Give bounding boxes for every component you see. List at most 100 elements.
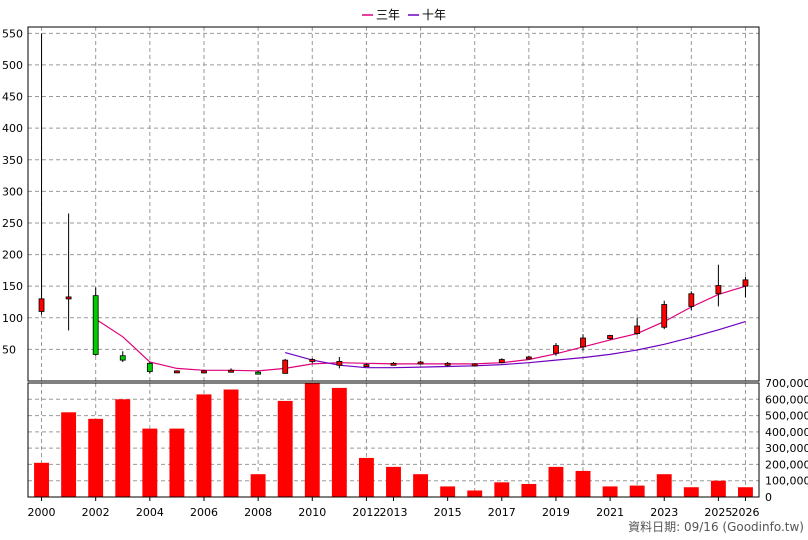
candle [201,369,207,374]
volume-bar [656,474,672,497]
volume-bar [331,387,347,497]
candle-body [65,296,72,300]
volume-bar [250,474,266,497]
candle-body [146,362,153,372]
candle-body [444,362,451,366]
price-tick-label: 550 [2,27,23,40]
volume-bar [521,483,537,497]
candle [471,363,478,367]
candle [444,362,451,367]
candle [715,264,722,307]
price-tick-label: 100 [2,312,23,325]
candle [255,370,262,375]
price-tick-label: 400 [2,122,23,135]
price-tick-label: 200 [2,249,23,262]
volume-bar [115,399,131,497]
volume-bar [413,474,429,497]
x-tick-label: 2004 [136,506,164,519]
x-tick-label: 2023 [650,506,678,519]
volume-tick-label: 600,000 [765,393,808,406]
x-axis: 2000 2002 2004 2006 2008 2010 2012 2013 2015 2017… [28,497,759,519]
candle [174,370,180,374]
candle [363,363,370,367]
x-tick-label: 2010 [298,506,326,519]
volume-bar [277,400,293,497]
candle [688,291,695,311]
candle [525,355,532,360]
volume-bar [169,428,185,497]
candle-body [417,361,424,365]
volume-bar [61,412,77,497]
volume-tick-label: 300,000 [765,442,808,455]
volume-bar [358,457,374,497]
candle-body [580,337,586,348]
candle-body [525,356,532,360]
x-tick-label: 2017 [488,506,516,519]
candle-body [119,355,126,361]
candle [309,358,316,364]
candle [336,356,343,369]
candle [146,362,153,374]
candle [228,368,234,373]
x-tick-label: 2013 [380,506,408,519]
x-tick-label: 2021 [596,506,624,519]
candle [65,213,72,331]
ma-line-10yr [285,321,746,369]
volume-tick-label: 500,000 [765,410,808,423]
candle-body [92,295,99,355]
candle-body [228,369,234,373]
volume-bar [386,466,401,497]
candle-body [634,325,641,334]
candle [607,334,613,340]
candle-body [742,279,749,287]
volume-tick-label: 400,000 [765,426,808,439]
price-tick-label: 500 [2,59,23,72]
volume-bar [575,470,591,497]
volume-bar [738,487,753,497]
x-tick-label: 2012 [352,506,380,519]
x-tick-label: 2015 [434,506,462,519]
candle [742,276,749,298]
candle [634,317,641,335]
volume-tick-label: 700,000 [765,377,808,390]
x-tick-label: 2019 [542,506,570,519]
price-tick-label: 150 [2,280,23,293]
volume-bar [710,480,726,497]
x-tick-label: 2025 [704,506,732,519]
candle-body [498,359,505,364]
candle-body [38,298,45,312]
volume-bar [34,462,49,497]
volume-bar [548,466,564,497]
candle [553,343,559,356]
volume-bar [440,486,456,497]
legend-label-3yr: 三年 [376,8,400,22]
candle [119,351,126,363]
x-tick-label: 2008 [244,506,272,519]
volume-bar [602,486,618,497]
candle [580,334,586,351]
candle-body [336,361,343,366]
volume-bar [683,487,699,497]
candle-body [174,370,180,374]
candle-body [309,359,316,362]
candle-body [255,371,262,375]
candle-body [688,293,695,307]
candle [498,358,505,364]
legend: 三年 十年 [362,8,446,22]
candle [417,360,424,365]
x-tick-label: 2000 [28,506,56,519]
volume-bar [304,383,320,497]
price-tick-label: 250 [2,217,23,230]
candle-body [471,363,478,367]
volume-bar [629,485,645,497]
price-tick-label: 300 [2,185,23,198]
volume-bar [196,394,212,497]
candle-body [661,304,668,328]
candle-body [201,370,207,374]
legend-label-10yr: 十年 [422,8,446,22]
volume-tick-label: 0 [765,491,772,504]
candle-body [363,364,370,367]
candle [92,287,99,356]
x-tick-label: 2002 [82,506,110,519]
